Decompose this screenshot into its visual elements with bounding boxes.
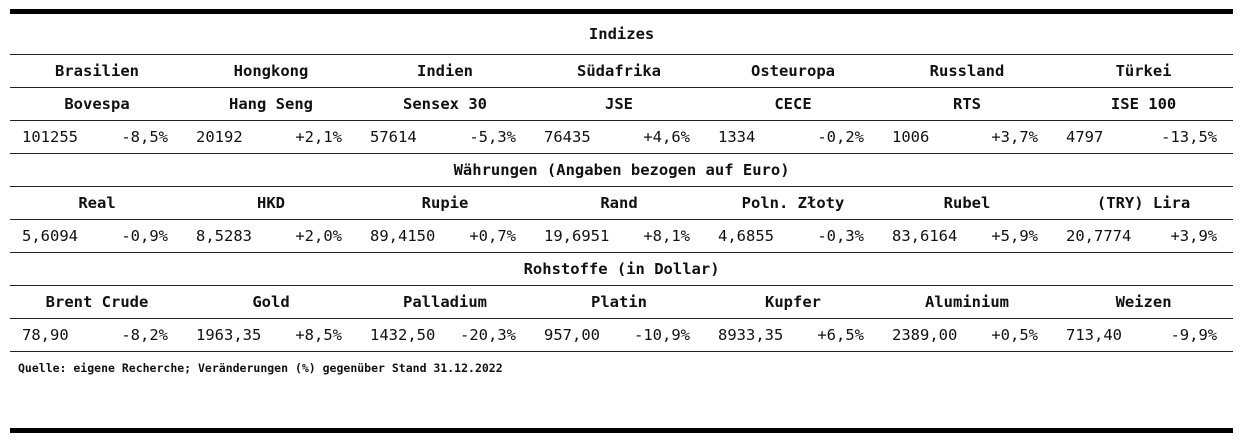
commodity-name: Weizen [1054,285,1234,319]
index-value: 20192 [184,120,271,154]
commodity-change: -8,2% [97,318,184,352]
commodity-name: Brent Crude [10,285,184,319]
country-header: Hongkong [184,54,358,88]
commodity-name: Palladium [358,285,532,319]
currency-change: -0,9% [97,219,184,253]
indices-title: Indizes [10,14,1234,55]
index-change: +3,7% [967,120,1054,154]
index-name: Hang Seng [184,87,358,121]
market-table: Indizes Brasilien Hongkong Indien Südafr… [10,14,1234,383]
currency-value: 19,6951 [532,219,619,253]
commodity-name: Gold [184,285,358,319]
currency-name: HKD [184,186,358,220]
commodity-value: 713,40 [1054,318,1141,352]
currency-value: 4,6855 [706,219,793,253]
currency-name: Rand [532,186,706,220]
currency-value: 5,6094 [10,219,97,253]
commodity-change: +0,5% [967,318,1054,352]
index-change: +2,1% [271,120,358,154]
index-value: 101255 [10,120,97,154]
currencies-title: Währungen (Angaben bezogen auf Euro) [10,153,1234,187]
commodity-value: 2389,00 [880,318,967,352]
index-name: Bovespa [10,87,184,121]
source-note: Quelle: eigene Recherche; Veränderungen … [18,360,503,375]
commodity-name: Platin [532,285,706,319]
currency-value: 8,5283 [184,219,271,253]
commodity-change: -10,9% [619,318,706,352]
commodity-change: -20,3% [445,318,532,352]
index-value: 1334 [706,120,793,154]
currency-name: Real [10,186,184,220]
currency-change: +0,7% [445,219,532,253]
currency-name: Poln. Złoty [706,186,880,220]
commodity-value: 8933,35 [706,318,793,352]
currency-value: 20,7774 [1054,219,1141,253]
index-name: RTS [880,87,1054,121]
commodity-change: +8,5% [271,318,358,352]
currency-change: +2,0% [271,219,358,253]
currency-name: Rupie [358,186,532,220]
country-header: Südafrika [532,54,706,88]
index-change: -0,2% [793,120,880,154]
currency-value: 89,4150 [358,219,445,253]
index-value: 76435 [532,120,619,154]
commodity-value: 78,90 [10,318,97,352]
commodity-change: +6,5% [793,318,880,352]
country-header: Russland [880,54,1054,88]
index-name: Sensex 30 [358,87,532,121]
currency-change: -0,3% [793,219,880,253]
currency-change: +8,1% [619,219,706,253]
index-name: ISE 100 [1054,87,1234,121]
index-change: -5,3% [445,120,532,154]
commodity-name: Kupfer [706,285,880,319]
currency-value: 83,6164 [880,219,967,253]
top-rule [10,9,1233,14]
commodity-value: 1432,50 [358,318,445,352]
index-change: -13,5% [1141,120,1234,154]
index-name: JSE [532,87,706,121]
commodity-value: 957,00 [532,318,619,352]
currency-change: +3,9% [1141,219,1234,253]
index-change: -8,5% [97,120,184,154]
country-header: Indien [358,54,532,88]
country-header: Osteuropa [706,54,880,88]
index-change: +4,6% [619,120,706,154]
bottom-rule [10,428,1233,433]
country-header: Türkei [1054,54,1234,88]
commodities-title: Rohstoffe (in Dollar) [10,252,1234,286]
commodity-value: 1963,35 [184,318,271,352]
commodity-change: -9,9% [1141,318,1234,352]
commodity-name: Aluminium [880,285,1054,319]
index-name: CECE [706,87,880,121]
currency-change: +5,9% [967,219,1054,253]
currency-name: Rubel [880,186,1054,220]
index-value: 1006 [880,120,967,154]
currency-name: (TRY) Lira [1054,186,1234,220]
index-value: 57614 [358,120,445,154]
country-header: Brasilien [10,54,184,88]
index-value: 4797 [1054,120,1141,154]
